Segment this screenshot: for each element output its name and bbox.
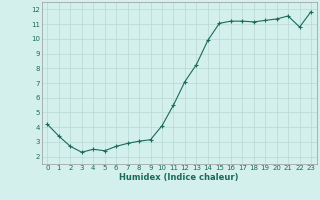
X-axis label: Humidex (Indice chaleur): Humidex (Indice chaleur) (119, 173, 239, 182)
